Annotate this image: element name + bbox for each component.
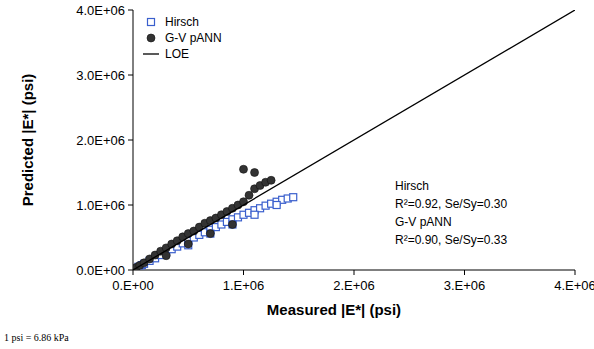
x-tick — [464, 270, 465, 275]
annotation: R²=0.90, Se/Sy=0.33 — [395, 233, 507, 247]
y-tick-label: 4.0E+06 — [76, 3, 125, 18]
x-tick-label: 0.E+00 — [112, 278, 154, 293]
y-tick — [128, 75, 133, 76]
point — [206, 230, 214, 238]
point — [228, 221, 236, 229]
y-tick — [128, 140, 133, 141]
legend-entry: G-V pANN — [147, 31, 222, 45]
annotation: G-V pANN — [395, 215, 452, 229]
y-tick — [128, 270, 133, 271]
y-axis-label: Predicted |E*| (psi) — [19, 74, 36, 207]
y-tick — [128, 205, 133, 206]
x-tick — [575, 270, 576, 275]
legend-swatch — [147, 34, 155, 42]
point — [251, 169, 259, 177]
legend-label: Hirsch — [165, 15, 199, 29]
x-tick-label: 2.E+06 — [333, 278, 375, 293]
point — [184, 240, 192, 248]
y-tick-label: 1.0E+06 — [76, 198, 125, 213]
legend-entry: Hirsch — [148, 15, 200, 29]
legend-swatch — [148, 19, 155, 26]
legend-label: LOE — [165, 47, 189, 61]
x-tick — [354, 270, 355, 275]
legend-swatch — [143, 53, 159, 54]
x-tick — [133, 270, 134, 275]
x-tick-label: 4.E+06 — [554, 278, 594, 293]
y-tick — [128, 10, 133, 11]
point — [245, 191, 253, 199]
loe-line — [133, 10, 575, 270]
point — [251, 211, 258, 218]
x-tick-label: 3.E+06 — [444, 278, 486, 293]
point — [207, 230, 214, 237]
chart: 0.E+00 1.E+06 2.E+06 3.E+06 4.E+06 0.0E+00 1.0… — [0, 0, 594, 349]
point — [273, 202, 280, 209]
y-tick-label: 2.0E+06 — [76, 133, 125, 148]
point — [290, 194, 297, 201]
footnote: 1 psi = 6.86 kPa — [4, 332, 69, 343]
point — [229, 221, 236, 228]
legend-entry: LOE — [143, 47, 189, 61]
y-tick-label: 3.0E+06 — [76, 68, 125, 83]
annotation: R²=0.92, Se/Sy=0.30 — [395, 197, 507, 211]
point — [267, 176, 275, 184]
plot-area — [133, 10, 575, 270]
x-axis-label: Measured |E*| (psi) — [267, 301, 401, 318]
annotation: Hirsch — [395, 179, 429, 193]
y-tick-label: 0.0E+00 — [76, 263, 125, 278]
legend-label: G-V pANN — [165, 31, 222, 45]
x-tick-label: 1.E+06 — [223, 278, 265, 293]
point — [240, 165, 248, 173]
x-tick — [243, 270, 244, 275]
